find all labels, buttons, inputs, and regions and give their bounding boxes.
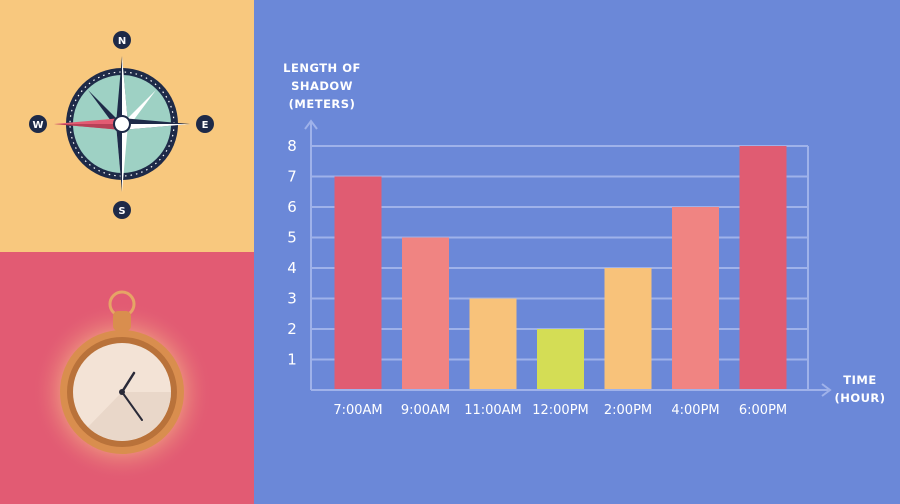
- compass-west-label: W: [32, 120, 43, 131]
- compass-north-marker: N: [113, 31, 131, 49]
- y-tick-label: 2: [287, 320, 297, 338]
- compass-south-marker: S: [113, 201, 131, 219]
- x-tick-label: 9:00AM: [401, 403, 450, 418]
- y-axis-title-line-1: LENGTH OF: [283, 61, 361, 75]
- x-tick-label: 2:00PM: [604, 403, 652, 418]
- bar: [537, 329, 584, 390]
- y-tick-label: 1: [287, 351, 297, 369]
- y-axis-title-line-3: (METERS): [288, 97, 356, 111]
- compass-north-label: N: [118, 36, 126, 47]
- y-tick-label: 7: [287, 168, 297, 186]
- bar: [469, 298, 517, 390]
- x-tick-label: 4:00PM: [671, 403, 719, 418]
- y-tick-label: 5: [287, 229, 297, 247]
- y-tick-label: 4: [287, 259, 297, 277]
- x-axis-title-line-2: (HOUR): [834, 391, 886, 405]
- x-axis-title-line-1: TIME: [843, 373, 877, 387]
- x-tick-label: 7:00AM: [333, 403, 382, 418]
- y-tick-label: 6: [287, 198, 297, 216]
- bar: [739, 146, 787, 390]
- bar: [604, 268, 652, 390]
- y-tick-label: 3: [287, 290, 297, 308]
- x-tick-label: 11:00AM: [464, 403, 522, 418]
- compass-east-label: E: [202, 120, 209, 131]
- bar: [672, 207, 719, 390]
- x-tick-label: 6:00PM: [739, 403, 787, 418]
- bar: [402, 237, 449, 390]
- x-axis-arrow: [821, 383, 832, 397]
- y-tick-label: 8: [287, 137, 297, 155]
- compass-south-label: S: [118, 206, 125, 217]
- compass-west-marker: W: [29, 115, 47, 133]
- compass-east-marker: E: [196, 115, 214, 133]
- y-axis-arrow: [304, 119, 318, 130]
- y-axis-title-line-2: SHADOW: [291, 79, 353, 93]
- bar: [334, 176, 382, 390]
- x-tick-label: 12:00PM: [532, 403, 589, 418]
